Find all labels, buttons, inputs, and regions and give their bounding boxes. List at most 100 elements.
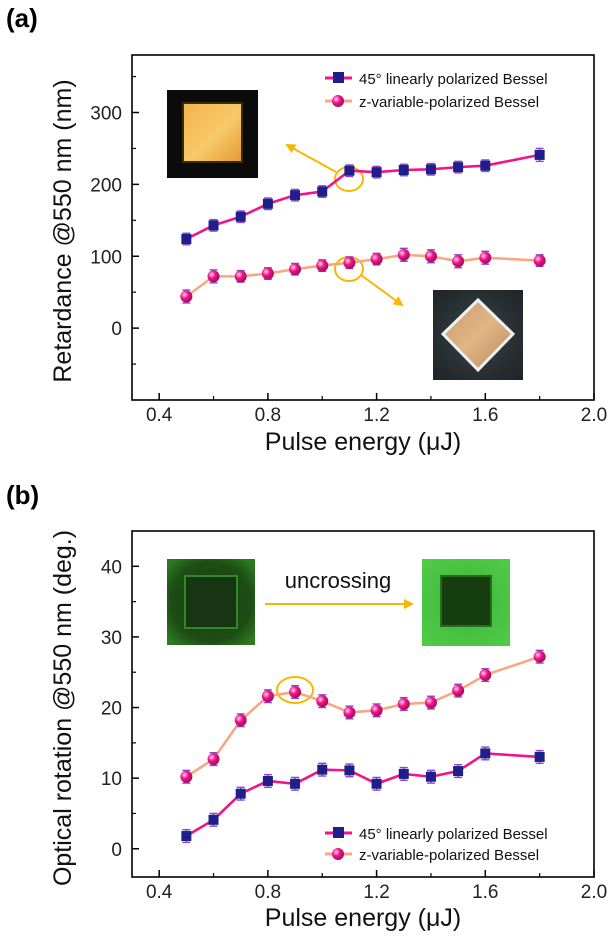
data-point-zvar [533, 650, 546, 663]
x-tick-label: 0.8 [255, 405, 281, 426]
data-point-zvar [289, 263, 302, 276]
inset-image-bottom-right [433, 290, 523, 380]
data-point-linear [290, 190, 301, 201]
data-point-zvar [370, 253, 383, 266]
data-point-linear [290, 778, 301, 789]
x-tick-label: 0.8 [255, 882, 281, 903]
data-point-linear [262, 775, 273, 786]
x-tick-label: 1.2 [363, 882, 389, 903]
data-point-zvar [316, 259, 329, 272]
y-tick-label: 20 [101, 699, 122, 720]
legend-entry-linear: 45° linearly polarized Bessel [359, 71, 548, 88]
x-tick-label: 1.2 [363, 405, 389, 426]
data-point-zvar [289, 685, 302, 698]
data-point-linear [534, 149, 545, 160]
legend-marker-linear [333, 827, 344, 838]
data-point-linear [480, 748, 491, 759]
x-tick-label: 1.6 [472, 405, 498, 426]
highlight-circle [276, 676, 314, 704]
data-point-linear [262, 198, 273, 209]
annotation-arrow [285, 144, 337, 173]
legend-marker-linear [333, 72, 344, 83]
data-point-zvar [180, 770, 193, 783]
data-point-linear [181, 831, 192, 842]
uncrossing-label: uncrossing [285, 568, 391, 593]
data-point-zvar [452, 255, 465, 268]
data-point-zvar [207, 753, 220, 766]
data-point-linear [480, 160, 491, 171]
y-axis-label-b: Optical rotation @550 nm (deg.) [49, 530, 77, 886]
legend-b: 45° linearly polarized Bessel z-variable… [325, 826, 548, 864]
data-point-zvar [479, 669, 492, 682]
legend-marker-zvar [332, 848, 344, 860]
x-tick-label: 0.4 [146, 405, 173, 426]
data-point-linear [235, 788, 246, 799]
x-axis-label-b: Pulse energy (μJ) [265, 904, 461, 932]
data-point-linear [317, 186, 328, 197]
data-point-zvar [370, 704, 383, 717]
plot-area-b: 0.4 0.8 1.2 1.6 2.0 0 10 20 30 40 [101, 530, 607, 903]
data-point-zvar [207, 270, 220, 283]
data-point-linear [371, 778, 382, 789]
inset-image-right [422, 559, 510, 646]
inset-image-top-left [167, 90, 258, 178]
data-point-zvar [343, 706, 356, 719]
data-point-zvar [452, 684, 465, 697]
data-point-linear [398, 165, 409, 175]
y-tick-label: 40 [101, 557, 122, 578]
x-tick-label: 2.0 [581, 882, 607, 903]
legend-marker-zvar [332, 95, 344, 107]
data-point-zvar [424, 696, 437, 709]
annotation-arrow [360, 274, 404, 307]
axes-frame [131, 54, 595, 401]
inset-image-left [167, 559, 255, 645]
y-tick-label: 200 [90, 175, 122, 196]
data-point-linear [425, 164, 436, 175]
data-point-zvar [261, 267, 274, 280]
panel-label-b: (b) [6, 480, 39, 510]
y-tick-label: 30 [101, 628, 122, 649]
data-point-linear [398, 768, 409, 779]
data-point-linear [235, 211, 246, 222]
legend-a: 45° linearly polarized Bessel z-variable… [325, 71, 548, 111]
data-point-linear [344, 765, 355, 776]
x-tick-label: 2.0 [581, 405, 607, 426]
x-axis-label-a: Pulse energy (μJ) [265, 428, 461, 456]
data-point-zvar [234, 714, 247, 727]
data-point-linear [534, 751, 545, 762]
data-point-zvar [261, 690, 274, 703]
data-point-linear [453, 766, 464, 777]
legend-entry-zvar: z-variable-polarized Bessel [359, 94, 539, 111]
data-point-linear [453, 162, 464, 173]
data-point-linear [425, 771, 436, 782]
data-point-linear [317, 764, 328, 775]
y-tick-label: 10 [101, 769, 122, 790]
panel-b: (b) uncrossing 0.4 0.8 1.2 1.6 2.0010203040 … [6, 480, 607, 932]
panel-a: (a) 0.4 0.8 1.2 1.6 2.0 0 100 200 300 Pulse ener… [6, 3, 607, 456]
data-point-linear [344, 165, 355, 176]
legend-entry-linear: 45° linearly polarized Bessel [359, 826, 548, 843]
y-tick-label: 300 [90, 104, 122, 125]
legend-entry-zvar: z-variable-polarized Bessel [359, 847, 539, 864]
data-point-linear [208, 220, 219, 231]
data-point-zvar [316, 695, 329, 708]
panel-label-a: (a) [6, 3, 38, 33]
data-point-linear [181, 234, 192, 244]
data-point-zvar [397, 248, 410, 261]
axes-frame [131, 530, 595, 878]
y-tick-label: 0 [111, 840, 122, 861]
y-axis-label-a: Retardance @550 nm (nm) [49, 79, 77, 382]
data-point-zvar [234, 270, 247, 283]
data-point-zvar [533, 254, 546, 267]
data-point-zvar [397, 698, 410, 710]
data-point-zvar [479, 251, 492, 264]
data-point-linear [371, 167, 382, 178]
data-point-zvar [343, 256, 356, 269]
x-tick-label: 1.6 [472, 882, 498, 903]
y-tick-label: 100 [90, 247, 122, 268]
y-tick-label: 0 [111, 319, 122, 340]
data-point-zvar [424, 250, 437, 263]
data-point-linear [208, 814, 219, 825]
x-tick-label: 0.4 [146, 882, 173, 903]
